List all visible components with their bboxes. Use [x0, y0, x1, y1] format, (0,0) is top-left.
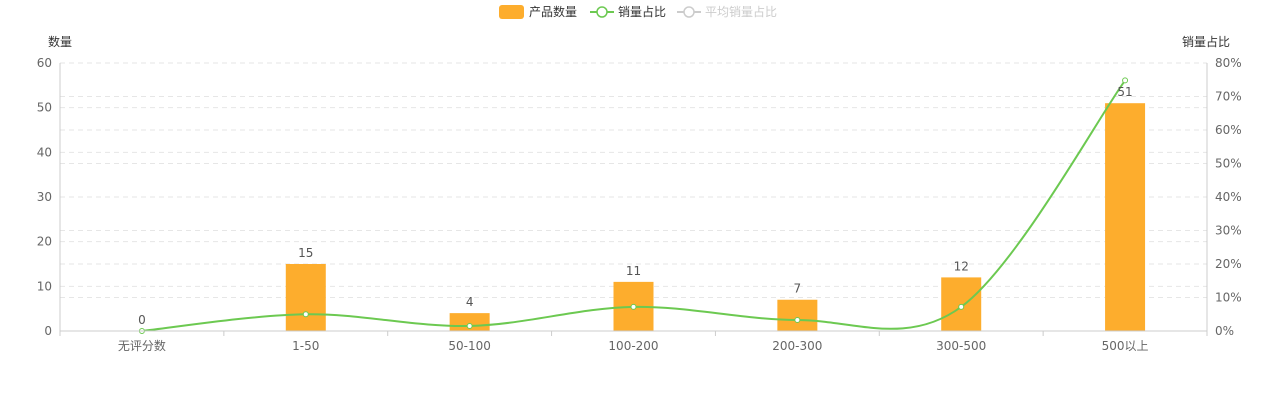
x-tick-label: 200-300: [772, 339, 822, 353]
y-right-tick-label: 0%: [1215, 324, 1234, 338]
line-layer: [138, 77, 1129, 334]
y-left-tick-label: 30: [37, 190, 52, 204]
y-left-tick-label: 40: [37, 145, 52, 159]
legend: 产品数量 销量占比 平均销量占比: [499, 4, 777, 19]
legend-bar-swatch: [499, 5, 524, 19]
label-layer: 0 15 4 11 7 12 51: [138, 85, 1133, 327]
bar[interactable]: [777, 299, 818, 331]
y-right-tick-label: 40%: [1215, 190, 1242, 204]
y-left-tick-label: 60: [37, 56, 52, 70]
legend-avg-marker: [683, 6, 695, 18]
y-left-tick-label: 20: [37, 235, 52, 249]
x-tick-label: 300-500: [936, 339, 986, 353]
legend-line-marker: [596, 6, 608, 18]
y-right-tick-label: 70%: [1215, 90, 1242, 104]
y-left-tick-label: 0: [44, 324, 52, 338]
bar-value-label: 12: [954, 259, 969, 273]
bar-value-label: 51: [1117, 85, 1132, 99]
y-right-tick-label: 60%: [1215, 123, 1242, 137]
y-right-tick-label: 80%: [1215, 56, 1242, 70]
y-left-axis-title: 数量: [48, 34, 72, 49]
y-right-tick-label: 50%: [1215, 157, 1242, 171]
bar-layer: [285, 103, 1146, 331]
x-tick-label: 100-200: [608, 339, 658, 353]
y-right-tick-label: 20%: [1215, 257, 1242, 271]
line-point[interactable]: [466, 322, 473, 329]
bar-value-label: 0: [138, 313, 146, 327]
legend-item-avg[interactable]: 平均销量占比: [677, 4, 777, 19]
y-right-tick-label: 10%: [1215, 291, 1242, 305]
y-left-tick-label: 10: [37, 279, 52, 293]
bar[interactable]: [1105, 103, 1146, 331]
legend-item-bar[interactable]: 产品数量: [499, 4, 577, 19]
line-point[interactable]: [302, 311, 309, 318]
x-tick-label: 50-100: [448, 339, 491, 353]
bar-value-label: 11: [626, 264, 641, 278]
line-point[interactable]: [630, 303, 637, 310]
bar[interactable]: [285, 264, 326, 331]
y-right-tick-label: 30%: [1215, 224, 1242, 238]
x-tick-label: 无评分数: [118, 338, 166, 353]
legend-line-label: 销量占比: [618, 4, 666, 19]
bar-value-label: 7: [794, 282, 802, 296]
y-right-axis-title: 销量占比: [1182, 34, 1230, 49]
x-tick-label: 1-50: [292, 339, 319, 353]
line-point[interactable]: [1122, 77, 1129, 84]
line-point[interactable]: [958, 303, 965, 310]
bar-value-label: 4: [466, 295, 474, 309]
x-tick-label: 500以上: [1102, 339, 1149, 353]
legend-bar-label: 产品数量: [529, 4, 577, 19]
y-left-tick-label: 50: [37, 101, 52, 115]
legend-item-line[interactable]: 销量占比: [590, 4, 666, 19]
line-point[interactable]: [794, 316, 801, 323]
bar-value-label: 15: [298, 246, 313, 260]
legend-avg-label: 平均销量占比: [705, 4, 777, 19]
axis-layer: 01020304050600%10%20%30%40%50%60%70%80%无…: [37, 56, 1242, 353]
grid-layer: [60, 62, 1207, 298]
